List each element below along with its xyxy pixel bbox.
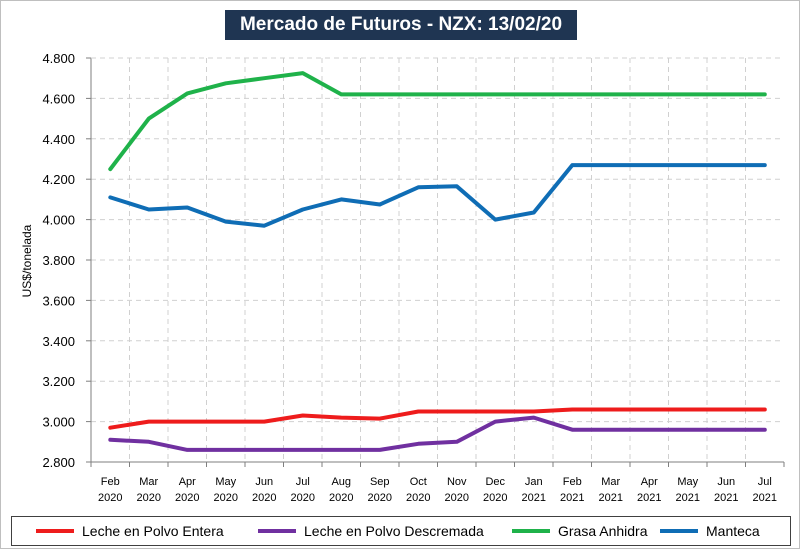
y-tick-label: 3.600 <box>42 293 75 308</box>
grid-lines <box>91 57 784 462</box>
y-tick-label: 4.400 <box>42 132 75 147</box>
x-tick-label-year: 2020 <box>406 492 430 504</box>
legend-item-grasa-anhidra: Grasa Anhidra <box>512 517 648 545</box>
legend-label: Manteca <box>706 523 760 539</box>
y-tick-label: 3.000 <box>42 415 75 430</box>
x-tick-label-month: Oct <box>410 476 427 488</box>
series-line-leche-descremada <box>108 415 767 452</box>
y-tick-labels: 2.800 3.000 3.200 3.400 3.600 3.800 4.000 4.200… <box>42 51 75 470</box>
y-tick-label: 4.000 <box>42 213 75 228</box>
x-tick-label-year: 2020 <box>291 492 315 504</box>
legend-label: Leche en Polvo Entera <box>82 523 224 539</box>
x-tick-label-year: 2020 <box>214 492 238 504</box>
y-tick-label: 3.200 <box>42 374 75 389</box>
x-tick-label-month: Sep <box>370 476 390 488</box>
legend-swatch-grasa-anhidra <box>512 529 550 534</box>
x-tick-label-month: Jul <box>758 476 772 488</box>
x-tick-label-month: May <box>677 476 698 488</box>
x-tick-label-month: Jul <box>296 476 310 488</box>
series-line-manteca <box>108 163 767 228</box>
y-axis-label: US$/tonelada <box>20 224 34 297</box>
x-tick-label-month: Feb <box>563 476 582 488</box>
legend-swatch-leche-descremada <box>258 529 296 534</box>
x-tick-label-year: 2020 <box>252 492 276 504</box>
legend-item-leche-descremada: Leche en Polvo Descremada <box>258 517 484 545</box>
x-tick-label-year: 2021 <box>637 492 661 504</box>
legend-label: Leche en Polvo Descremada <box>304 523 484 539</box>
x-tick-label-month: Aug <box>331 476 351 488</box>
legend: Leche en Polvo Entera Leche en Polvo Des… <box>11 516 791 546</box>
line-chart: 2.800 3.000 3.200 3.400 3.600 3.800 4.000 4.200… <box>20 51 785 504</box>
x-tick-label-month: Feb <box>101 476 120 488</box>
x-tick-label-year: 2021 <box>676 492 700 504</box>
legend-item-leche-entera: Leche en Polvo Entera <box>36 517 224 545</box>
legend-item-manteca: Manteca <box>660 517 760 545</box>
x-tick-label-month: Jun <box>255 476 273 488</box>
x-tick-label-year: 2020 <box>483 492 507 504</box>
legend-label: Grasa Anhidra <box>558 523 648 539</box>
x-tick-labels: Feb 2020 Mar 2020 Apr 2020 May 2020 Jun 2020 Jul 20… <box>98 476 777 504</box>
axes <box>86 57 785 467</box>
x-tick-label-month: Mar <box>139 476 158 488</box>
legend-swatch-leche-entera <box>36 529 74 534</box>
legend-swatch-manteca <box>660 529 698 534</box>
y-tick-label: 3.400 <box>42 334 75 349</box>
y-tick-label: 3.800 <box>42 253 75 268</box>
series-line-grasa-anhidra <box>108 71 767 172</box>
x-tick-label-year: 2020 <box>137 492 161 504</box>
series-lines <box>108 71 767 452</box>
x-tick-label-month: Mar <box>601 476 620 488</box>
y-tick-label: 4.200 <box>42 172 75 187</box>
x-tick-label-year: 2021 <box>599 492 623 504</box>
series-line-leche-entera <box>108 407 767 430</box>
x-tick-label-month: Dec <box>485 476 505 488</box>
x-tick-label-month: Apr <box>179 476 196 488</box>
y-tick-label: 4.600 <box>42 91 75 106</box>
x-tick-label-year: 2020 <box>98 492 122 504</box>
x-tick-label-month: Jun <box>717 476 735 488</box>
x-tick-label-month: Nov <box>447 476 467 488</box>
x-tick-label-year: 2020 <box>368 492 392 504</box>
x-tick-label-year: 2020 <box>329 492 353 504</box>
x-tick-label-month: Jan <box>525 476 543 488</box>
x-tick-label-year: 2021 <box>714 492 738 504</box>
x-tick-label-year: 2021 <box>522 492 546 504</box>
y-tick-label: 2.800 <box>42 455 75 470</box>
x-tick-label-year: 2021 <box>753 492 777 504</box>
x-tick-label-month: May <box>215 476 236 488</box>
x-tick-label-year: 2020 <box>175 492 199 504</box>
x-tick-label-month: Apr <box>641 476 658 488</box>
x-tick-label-year: 2021 <box>560 492 584 504</box>
x-tick-label-year: 2020 <box>445 492 469 504</box>
chart-title: Mercado de Futuros - NZX: 13/02/20 <box>225 10 577 40</box>
y-tick-label: 4.800 <box>42 51 75 66</box>
